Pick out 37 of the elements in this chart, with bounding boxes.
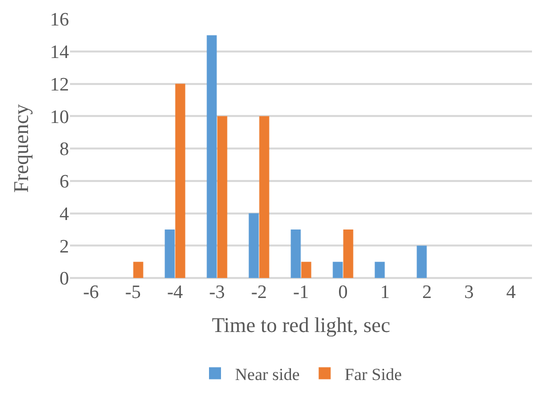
- x-tick-label: 4: [506, 282, 516, 303]
- y-axis-title: Frequency: [9, 104, 34, 193]
- bar: [416, 246, 427, 278]
- y-tick-label: 2: [60, 236, 69, 258]
- x-tick-label: 1: [380, 282, 390, 303]
- y-tick-label: 14: [50, 42, 70, 64]
- bar: [332, 262, 343, 278]
- bar: [133, 262, 144, 278]
- x-tick-label: -2: [251, 282, 267, 303]
- bar: [206, 35, 217, 278]
- bar: [259, 116, 270, 278]
- x-tick-label: 3: [464, 282, 474, 303]
- x-axis-title: Time to red light, sec: [212, 313, 390, 338]
- x-tick-label: -1: [293, 282, 309, 303]
- bar: [175, 84, 186, 278]
- y-tick-label: 16: [50, 10, 69, 31]
- bar: [290, 229, 301, 278]
- x-tick-label: -3: [209, 282, 225, 303]
- y-tick-label: 0: [60, 268, 69, 290]
- bar: [248, 213, 259, 278]
- bar: [374, 262, 385, 278]
- x-tick-label: 0: [338, 282, 348, 303]
- x-tick-label: -4: [167, 282, 184, 303]
- y-tick-label: 8: [60, 139, 69, 160]
- bar: [217, 116, 228, 278]
- bar: [164, 229, 175, 278]
- legend-label: Far Side: [344, 364, 402, 384]
- y-tick-label: 4: [60, 204, 70, 225]
- bar: [301, 262, 312, 278]
- y-tick-label: 6: [60, 172, 69, 193]
- x-tick-label: -5: [125, 282, 141, 303]
- legend-label: Near side: [235, 364, 300, 384]
- bar: [343, 229, 354, 278]
- x-tick-label: 2: [422, 282, 432, 303]
- y-tick-label: 10: [50, 106, 69, 128]
- x-tick-label: -6: [83, 282, 99, 303]
- y-tick-label: 12: [50, 74, 69, 96]
